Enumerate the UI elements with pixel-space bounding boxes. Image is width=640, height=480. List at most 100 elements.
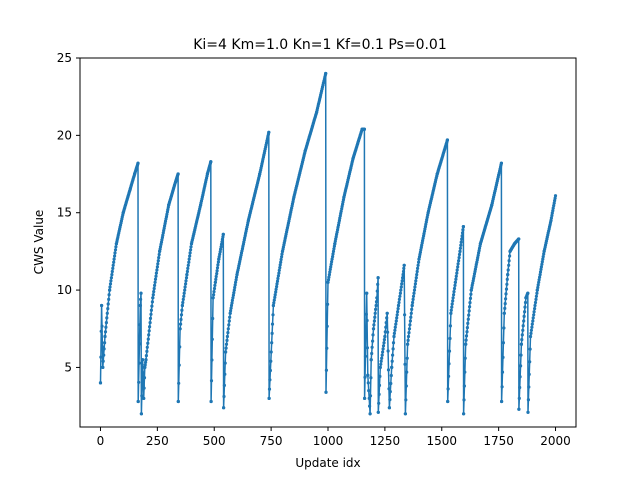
data-point	[221, 235, 225, 239]
data-point	[222, 383, 226, 387]
data-point	[549, 216, 554, 220]
data-point	[363, 375, 367, 379]
data-point	[393, 325, 397, 329]
data-point	[508, 249, 512, 253]
data-point	[234, 275, 239, 279]
data-point	[108, 288, 112, 292]
data-point	[500, 385, 504, 389]
data-point	[409, 315, 413, 319]
data-point	[553, 199, 557, 203]
data-point	[326, 302, 330, 306]
data-point	[392, 331, 396, 335]
data-point	[533, 300, 538, 305]
data-point	[374, 300, 379, 304]
data-point	[147, 333, 151, 337]
data-point	[276, 276, 280, 281]
data-point	[137, 361, 141, 365]
data-point	[326, 278, 331, 282]
data-point	[217, 255, 221, 259]
data-point	[112, 260, 116, 264]
data-point	[401, 276, 405, 280]
data-point	[280, 252, 284, 256]
data-point	[179, 322, 183, 326]
data-point	[140, 394, 144, 398]
data-point	[401, 273, 405, 277]
data-point	[372, 323, 376, 327]
data-point	[467, 309, 471, 313]
data-point	[111, 266, 115, 270]
data-point	[101, 359, 105, 363]
data-point	[224, 350, 228, 354]
data-point	[406, 334, 411, 339]
data-point	[517, 407, 521, 411]
data-point	[455, 268, 459, 272]
data-point	[398, 294, 402, 298]
data-point	[141, 383, 145, 388]
y-axis: 5 10 15 20 25	[57, 51, 80, 374]
data-point	[392, 334, 396, 339]
plot-area	[98, 71, 558, 416]
data-point	[156, 259, 160, 263]
data-point	[217, 257, 221, 261]
data-point	[327, 275, 331, 279]
data-point	[396, 307, 400, 311]
data-point	[234, 278, 238, 282]
data-point	[416, 263, 420, 267]
data-point	[223, 372, 227, 376]
data-point	[155, 268, 159, 272]
data-point	[467, 313, 471, 317]
data-point	[374, 303, 378, 308]
data-point	[163, 224, 167, 228]
data-point	[508, 254, 512, 258]
data-point	[145, 345, 149, 349]
data-point	[230, 301, 234, 305]
data-point	[382, 341, 386, 345]
data-point	[407, 327, 412, 331]
data-point	[109, 279, 113, 283]
y-tick-label: 25	[57, 51, 72, 65]
data-point	[462, 398, 466, 402]
data-point	[552, 204, 556, 208]
data-point	[468, 305, 472, 309]
data-point	[158, 245, 163, 249]
data-point	[180, 308, 184, 312]
data-point	[461, 225, 465, 229]
data-point	[369, 376, 373, 380]
data-point	[111, 263, 115, 267]
data-point	[453, 280, 457, 284]
data-point	[505, 282, 509, 286]
data-point	[180, 303, 184, 308]
data-point	[500, 399, 504, 404]
data-point	[526, 398, 531, 402]
data-point	[157, 256, 161, 260]
data-point	[372, 319, 376, 323]
data-point	[136, 161, 140, 165]
data-point	[464, 342, 468, 346]
data-point	[398, 291, 402, 295]
data-point	[373, 315, 377, 319]
data-point	[210, 358, 214, 362]
data-point	[375, 289, 379, 293]
x-tick-label: 1500	[426, 434, 457, 448]
data-point	[536, 285, 540, 290]
data-point	[522, 319, 526, 323]
data-point	[426, 211, 430, 215]
data-point	[377, 383, 382, 387]
data-point	[400, 279, 404, 283]
data-point	[528, 360, 532, 364]
data-point	[174, 180, 178, 184]
data-point	[219, 247, 223, 251]
data-point	[460, 234, 464, 238]
data-point	[233, 285, 237, 290]
data-point	[146, 341, 150, 345]
data-point	[390, 365, 394, 369]
data-point	[460, 231, 465, 235]
data-point	[415, 273, 419, 277]
data-point	[464, 334, 469, 338]
data-point	[373, 311, 377, 315]
data-point	[502, 326, 506, 330]
data-point	[538, 275, 542, 279]
data-point	[100, 324, 104, 328]
data-point	[450, 302, 454, 306]
data-point	[414, 279, 418, 283]
